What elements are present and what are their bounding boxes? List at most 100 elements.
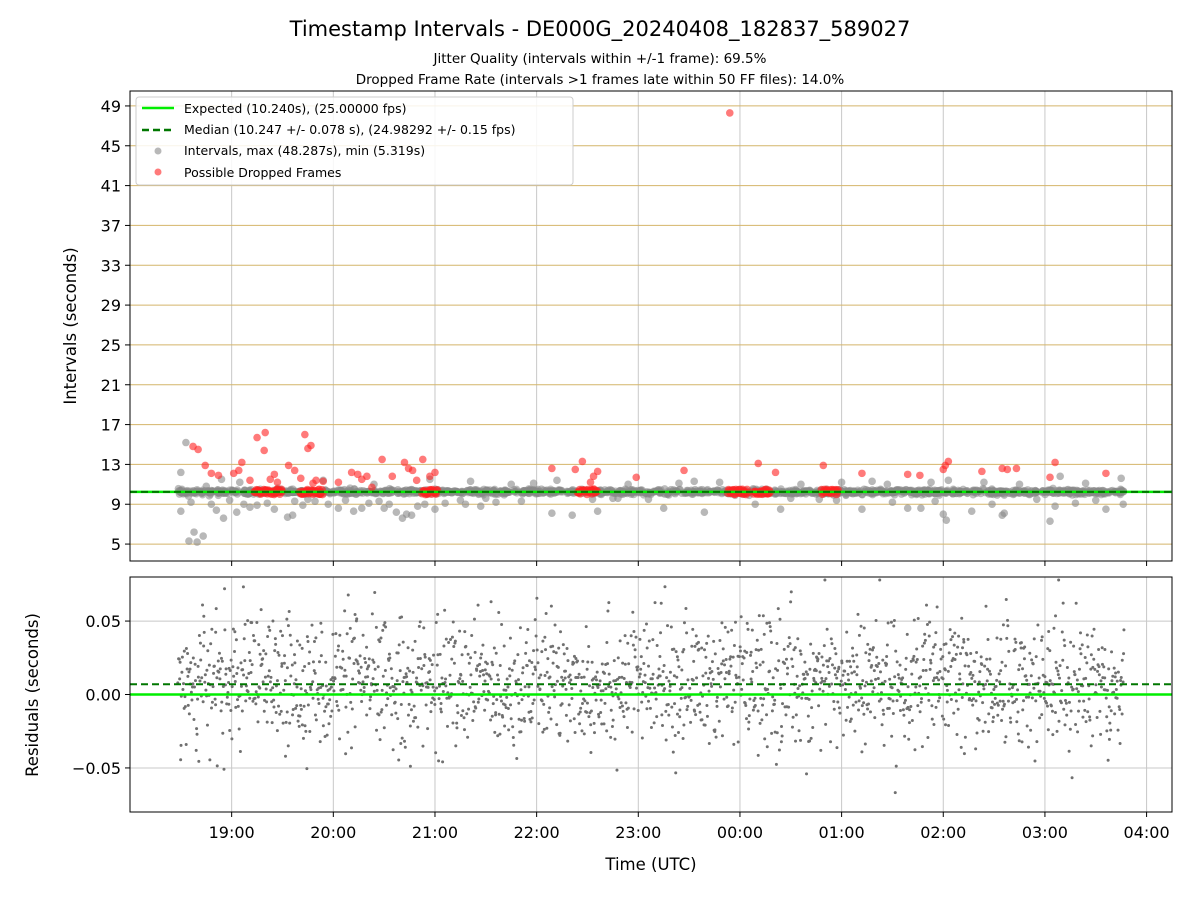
residual-point (881, 708, 885, 712)
residual-point (1023, 645, 1027, 649)
residual-point (568, 673, 572, 677)
residual-point (550, 685, 554, 689)
residual-point (834, 652, 838, 656)
residual-point (401, 640, 405, 644)
residual-point (456, 711, 460, 715)
residual-point (540, 699, 544, 703)
residual-point (629, 634, 633, 638)
residual-point (1035, 740, 1039, 744)
residual-point (335, 704, 339, 708)
residual-point (285, 710, 289, 714)
dropped-frame-point (334, 478, 343, 487)
residual-point (325, 733, 329, 737)
residual-point (843, 669, 847, 673)
residual-point (931, 679, 935, 683)
residual-point (765, 713, 769, 717)
residual-point (237, 727, 241, 731)
residual-point (924, 668, 928, 672)
residual-point (649, 725, 653, 729)
residual-point (275, 679, 279, 683)
residual-point (250, 621, 254, 625)
residual-point (738, 649, 742, 653)
residual-point (820, 679, 824, 683)
residual-point (650, 677, 654, 681)
residual-point (1018, 663, 1022, 667)
residual-point (578, 710, 582, 714)
legend-expected-label: Expected (10.240s), (25.00000 fps) (184, 101, 406, 116)
residual-point (952, 643, 956, 647)
residual-point (256, 695, 260, 699)
residual-point (307, 662, 311, 666)
residual-point (502, 644, 506, 648)
residual-point (621, 661, 625, 665)
residual-point (277, 653, 281, 657)
residual-point (423, 652, 427, 656)
residual-point (341, 687, 345, 691)
residual-point (461, 679, 465, 683)
residual-point (690, 644, 694, 648)
residual-point (272, 705, 276, 709)
residual-point (681, 736, 685, 740)
residual-point (544, 612, 548, 616)
residual-point (701, 674, 705, 678)
residual-point (302, 704, 306, 708)
dropped-frame-point (307, 441, 315, 450)
residual-point (670, 705, 674, 709)
residual-point (310, 623, 314, 627)
residual-point (671, 750, 675, 754)
residual-point (700, 718, 704, 722)
residual-point (255, 621, 259, 625)
residual-point (735, 676, 739, 680)
residual-point (810, 689, 814, 693)
residual-point (191, 656, 195, 660)
residual-point (314, 718, 318, 722)
residual-point (245, 676, 249, 680)
residual-point (329, 685, 333, 689)
residual-point (433, 702, 437, 706)
residual-point (821, 663, 825, 667)
residual-point (1017, 668, 1021, 672)
residual-point (1099, 679, 1103, 683)
interval-point (375, 497, 383, 506)
residual-point (648, 706, 652, 710)
residual-point (855, 653, 859, 657)
residual-point (274, 642, 278, 646)
residual-point (1057, 676, 1061, 680)
residual-point (893, 791, 897, 795)
residual-point (225, 695, 229, 699)
residual-point (353, 613, 357, 617)
residual-point (547, 710, 551, 714)
residual-point (913, 748, 917, 752)
residual-point (541, 639, 545, 643)
residual-point (264, 652, 268, 656)
residual-point (1081, 715, 1085, 719)
residual-point (457, 681, 461, 685)
residual-point (384, 703, 388, 707)
residual-point (390, 676, 394, 680)
residual-point (496, 678, 500, 682)
residual-point (439, 707, 443, 711)
residual-point (682, 621, 686, 625)
residual-point (203, 680, 207, 684)
residual-point (987, 669, 991, 673)
residual-point (638, 672, 642, 676)
residual-point (868, 710, 872, 714)
residual-point (548, 706, 552, 710)
residual-point (864, 680, 868, 684)
residual-point (516, 678, 520, 682)
residual-point (504, 688, 508, 692)
dropped-frame-point (201, 461, 210, 470)
residual-point (236, 698, 240, 702)
interval-point (290, 497, 299, 506)
residual-point (697, 647, 701, 651)
residual-point (477, 697, 481, 701)
dropped-frame-point (978, 467, 986, 476)
residual-point (213, 697, 217, 701)
residual-point (466, 652, 470, 656)
residual-point (1069, 709, 1073, 713)
residual-point (531, 672, 535, 676)
residual-point (1061, 601, 1065, 605)
residual-point (787, 705, 791, 709)
residual-point (892, 618, 896, 622)
residual-point (212, 664, 216, 668)
